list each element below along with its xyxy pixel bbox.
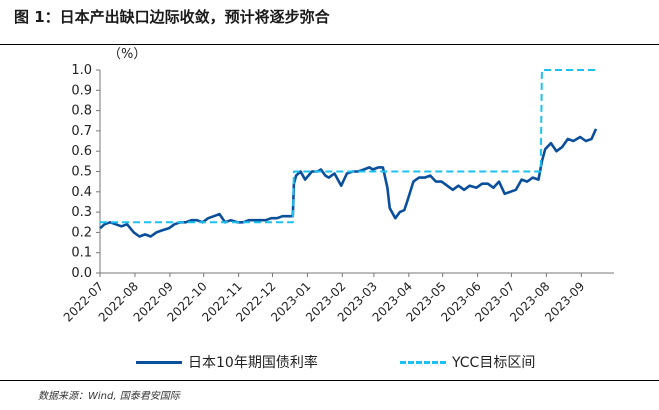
axes: 0.00.10.20.30.40.50.60.70.80.91.02022-07…: [61, 63, 614, 325]
y-tick-label: 0.8: [71, 104, 92, 119]
legend: 日本10年期国债利率 YCC目标区间: [0, 352, 659, 372]
figure-title: 图 1：日本产出缺口边际收敛，预计将逐步弥合: [14, 8, 330, 26]
series-line-ycc: [100, 69, 596, 224]
y-tick-label: 0.1: [71, 246, 92, 261]
source-text: 数据来源：Wind, 国泰君安国际: [38, 391, 180, 402]
y-tick-label: 0.0: [71, 266, 92, 281]
y-tick-label: 0.9: [71, 83, 92, 98]
y-tick-label: 1.0: [71, 63, 92, 78]
y-tick-label: 0.5: [71, 165, 92, 180]
y-tick-label: 0.7: [71, 124, 92, 139]
legend-item-ycc: YCC目标区间: [400, 352, 535, 372]
line-chart: （%） 0.00.10.20.30.40.50.60.70.80.91.0202…: [61, 47, 614, 325]
y-tick-label: 0.6: [71, 144, 92, 159]
series-group: [99, 69, 598, 238]
series-line-rate: [99, 128, 598, 238]
legend-label-rate: 日本10年期国债利率: [188, 355, 318, 371]
source-bar: 数据来源：Wind, 国泰君安国际: [0, 380, 659, 402]
y-tick-label: 0.2: [71, 225, 92, 240]
legend-swatch-dashed: [400, 360, 446, 364]
unit-label: （%）: [108, 47, 146, 62]
y-tick-label: 0.3: [71, 205, 92, 220]
y-tick-label: 0.4: [71, 185, 92, 200]
title-bar: 图 1：日本产出缺口边际收敛，预计将逐步弥合: [0, 0, 659, 45]
legend-item-rate: 日本10年期国债利率: [136, 352, 318, 372]
legend-label-ycc: YCC目标区间: [452, 355, 536, 371]
legend-swatch-solid: [136, 360, 182, 364]
